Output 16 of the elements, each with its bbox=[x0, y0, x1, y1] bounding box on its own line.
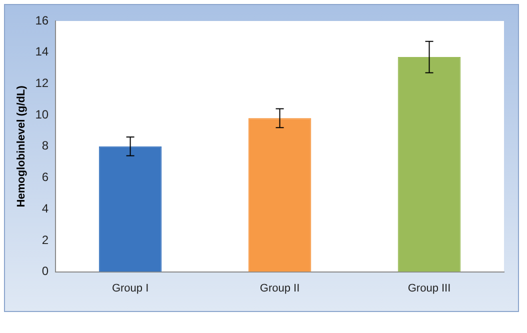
x-tick-label: Group III bbox=[408, 282, 451, 294]
bar bbox=[248, 118, 312, 272]
bar bbox=[98, 146, 162, 272]
y-axis-title: Hemoglobinlevel (g/dL) bbox=[16, 85, 28, 208]
y-tick-label: 4 bbox=[42, 201, 49, 216]
y-tick-label: 10 bbox=[35, 107, 49, 122]
y-tick-label: 14 bbox=[35, 44, 49, 59]
y-tick-label: 6 bbox=[42, 170, 49, 184]
x-tick-label: Group I bbox=[112, 282, 149, 294]
x-tick-label: Group II bbox=[260, 282, 300, 294]
y-tick-label: 0 bbox=[42, 264, 49, 278]
y-tick-label: 2 bbox=[42, 232, 49, 247]
y-tick-label: 8 bbox=[42, 138, 49, 153]
bar bbox=[398, 57, 461, 272]
y-tick-label: 16 bbox=[35, 13, 49, 28]
y-tick-label: 12 bbox=[35, 76, 49, 90]
